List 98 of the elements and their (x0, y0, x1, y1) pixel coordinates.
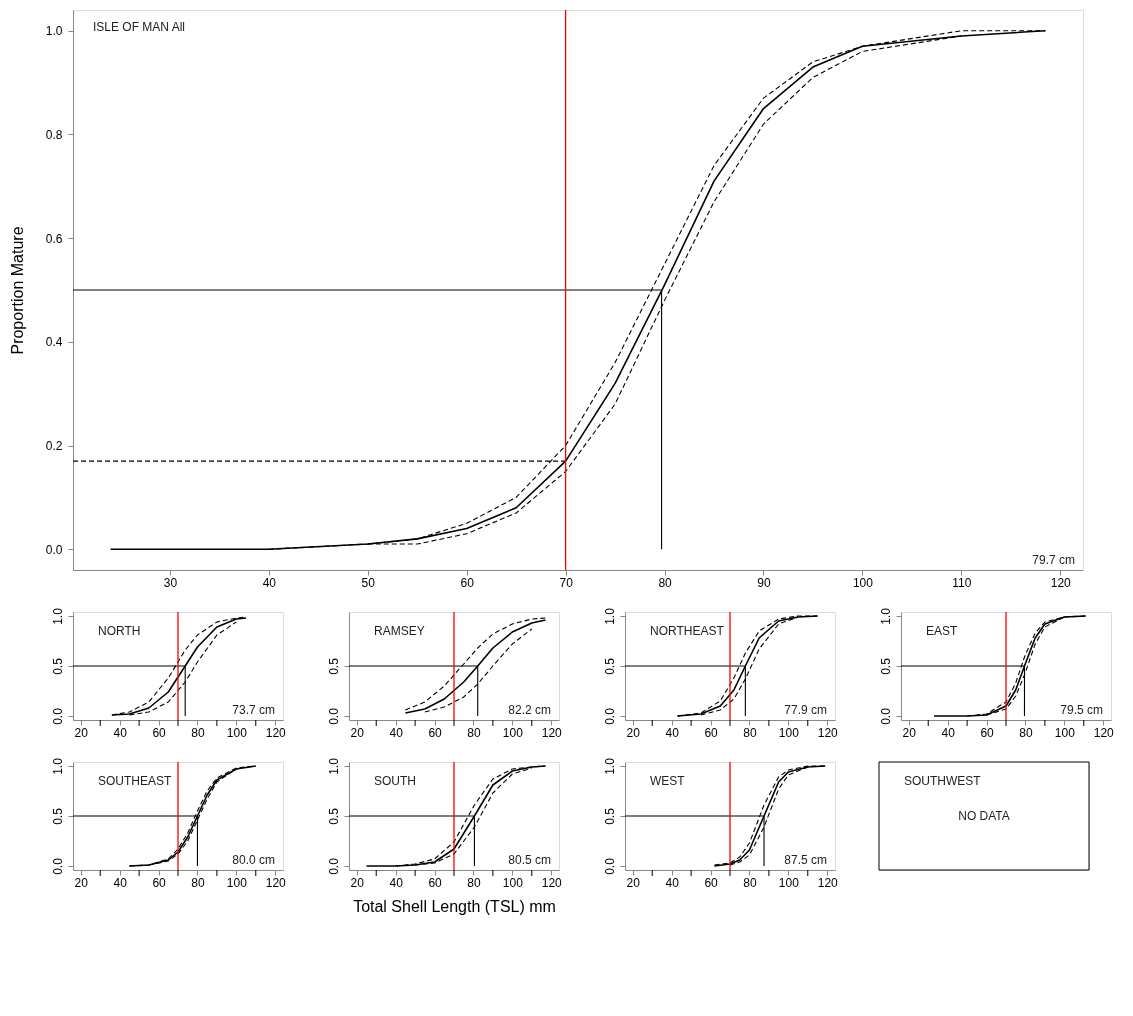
x-tick-label: 100 (226, 725, 248, 740)
x-tick-label: 40 (665, 725, 680, 740)
x-tick-label: 20 (350, 875, 365, 890)
y-tick-label: 1.0 (50, 757, 65, 775)
x-tick-label: 80 (1019, 725, 1033, 740)
x-tick-label: 100 (852, 575, 874, 590)
y-tick-label: 0.5 (326, 657, 341, 675)
annotation: 73.7 cm (232, 703, 275, 717)
x-tick-label: 120 (1050, 575, 1072, 590)
x-tick-label: 60 (704, 875, 719, 890)
y-tick-label: 0.5 (878, 657, 893, 675)
y-tick-label: 0.5 (50, 657, 65, 675)
text: ISLE OF MAN All (93, 20, 186, 34)
x-tick-label: 20 (74, 725, 89, 740)
x-tick-label: 40 (941, 725, 956, 740)
x-axis-title: Total Shell Length (TSL) mm (353, 897, 556, 915)
x-tick-label: 20 (902, 725, 917, 740)
annotation: 79.5 cm (1060, 703, 1103, 717)
annotation: 87.5 cm (784, 853, 827, 867)
text: SOUTHEAST (98, 774, 173, 788)
y-tick-label: 1.0 (45, 24, 63, 39)
annotation: 77.9 cm (784, 703, 827, 717)
y-tick-label: 0.4 (45, 335, 63, 350)
y-tick-label: 0.5 (602, 807, 617, 825)
x-tick-label: 100 (778, 725, 800, 740)
x-tick-label: 120 (817, 725, 839, 740)
x-tick-label: 110 (952, 575, 972, 590)
y-tick-label: 1.0 (326, 757, 341, 775)
y-axis-title: Proportion Mature (8, 226, 26, 355)
y-tick-label: 0.0 (602, 707, 617, 725)
x-tick-label: 20 (74, 875, 89, 890)
x-tick-label: 80 (743, 725, 757, 740)
x-tick-label: 80 (191, 875, 205, 890)
text: NO DATA (958, 809, 1010, 823)
y-tick-label: 0.0 (878, 707, 893, 725)
x-tick-label: 120 (1093, 725, 1115, 740)
x-tick-label: 70 (559, 575, 574, 590)
x-tick-label: 40 (113, 875, 128, 890)
text: SOUTH (374, 774, 416, 788)
text: SOUTHWEST (904, 774, 982, 788)
x-tick-label: 80 (658, 575, 673, 590)
y-tick-label: 0.0 (602, 857, 617, 875)
x-tick-label: 60 (152, 875, 167, 890)
x-tick-label: 40 (262, 575, 277, 590)
y-tick-label: 0.0 (45, 542, 63, 557)
y-tick-label: 0.0 (50, 857, 65, 875)
x-tick-label: 120 (265, 875, 287, 890)
text: RAMSEY (374, 624, 425, 638)
y-tick-label: 0.5 (602, 657, 617, 675)
x-tick-label: 40 (665, 875, 680, 890)
y-tick-label: 1.0 (878, 607, 893, 625)
y-tick-label: 1.0 (50, 607, 65, 625)
annotation: 80.5 cm (508, 853, 551, 867)
x-tick-label: 120 (265, 725, 287, 740)
x-tick-label: 80 (467, 725, 481, 740)
x-tick-label: 60 (428, 875, 443, 890)
annotation: 80.0 cm (232, 853, 275, 867)
x-tick-label: 60 (460, 575, 475, 590)
y-tick-label: 0.0 (50, 707, 65, 725)
annotation: 79.7 cm (1032, 553, 1075, 567)
y-tick-label: 0.0 (326, 707, 341, 725)
x-tick-label: 20 (626, 875, 641, 890)
x-tick-label: 60 (704, 725, 719, 740)
text: WEST (650, 774, 686, 788)
text: NORTHEAST (650, 624, 725, 638)
x-tick-label: 100 (226, 875, 248, 890)
x-tick-label: 120 (541, 725, 563, 740)
y-tick-label: 1.0 (602, 607, 617, 625)
text: NORTH (98, 624, 141, 638)
x-tick-label: 20 (350, 725, 365, 740)
x-tick-label: 30 (163, 575, 178, 590)
x-tick-label: 100 (778, 875, 800, 890)
y-tick-label: 1.0 (602, 757, 617, 775)
y-tick-label: 0.0 (326, 857, 341, 875)
x-tick-label: 90 (757, 575, 771, 590)
x-tick-label: 100 (502, 725, 524, 740)
y-tick-label: 0.5 (50, 807, 65, 825)
y-tick-label: 0.5 (326, 807, 341, 825)
y-tick-label: 0.2 (45, 439, 63, 454)
y-tick-label: 0.6 (45, 231, 63, 246)
x-tick-label: 50 (361, 575, 376, 590)
x-tick-label: 120 (541, 875, 563, 890)
x-tick-label: 60 (428, 725, 443, 740)
x-tick-label: 40 (113, 725, 128, 740)
x-tick-label: 40 (389, 875, 404, 890)
annotation: 82.2 cm (508, 703, 551, 717)
x-tick-label: 20 (626, 725, 641, 740)
x-tick-label: 100 (1054, 725, 1076, 740)
text: EAST (926, 624, 959, 638)
y-tick-label: 0.8 (45, 127, 63, 142)
x-tick-label: 120 (817, 875, 839, 890)
x-tick-label: 60 (152, 725, 167, 740)
x-tick-label: 80 (191, 725, 205, 740)
x-tick-label: 80 (467, 875, 481, 890)
x-tick-label: 80 (743, 875, 757, 890)
x-tick-label: 40 (389, 725, 404, 740)
x-tick-label: 60 (980, 725, 995, 740)
x-tick-label: 100 (502, 875, 524, 890)
